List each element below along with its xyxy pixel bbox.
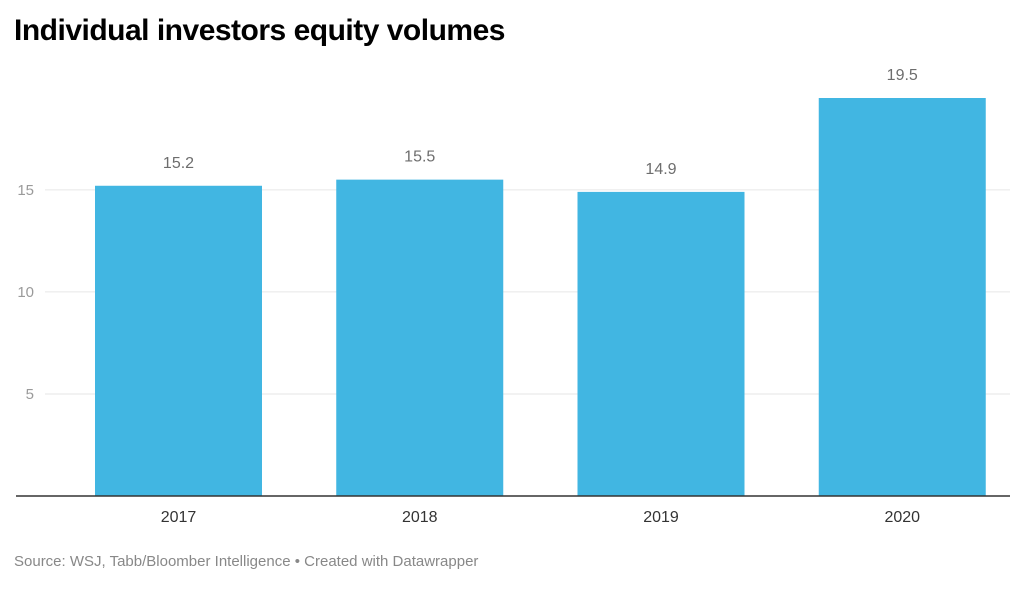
y-axis-ticks: 5 10 15 <box>17 182 34 403</box>
x-category-label: 2020 <box>884 509 920 526</box>
bar-2019 <box>577 191 745 496</box>
bar-2020 <box>818 98 986 496</box>
footer-separator: • <box>294 553 300 570</box>
bar-value-label: 15.5 <box>404 149 435 166</box>
x-category-label: 2018 <box>402 509 438 526</box>
bar-value-label: 14.9 <box>645 161 676 178</box>
x-category-label: 2019 <box>643 509 679 526</box>
credit-note: Created with Datawrapper <box>304 553 479 570</box>
source-note: Source: WSJ, Tabb/Bloomber Intelligence <box>14 553 291 570</box>
x-category-label: 2017 <box>161 509 197 526</box>
y-tick-label: 5 <box>26 386 34 403</box>
bar-2018 <box>336 179 504 496</box>
bar-2017 <box>95 185 262 496</box>
bar-value-label: 19.5 <box>887 67 918 84</box>
chart-title: Individual investors equity volumes <box>14 14 505 47</box>
chart-footer: Source: WSJ, Tabb/Bloomber Intelligence … <box>14 553 478 570</box>
y-tick-label: 10 <box>17 284 34 301</box>
y-tick-label: 15 <box>17 182 34 199</box>
bar-value-label: 15.2 <box>163 155 194 172</box>
value-labels: 15.2 15.5 14.9 19.5 <box>163 67 918 178</box>
x-axis-labels: 2017 2018 2019 2020 <box>161 509 920 526</box>
bars <box>95 98 986 496</box>
